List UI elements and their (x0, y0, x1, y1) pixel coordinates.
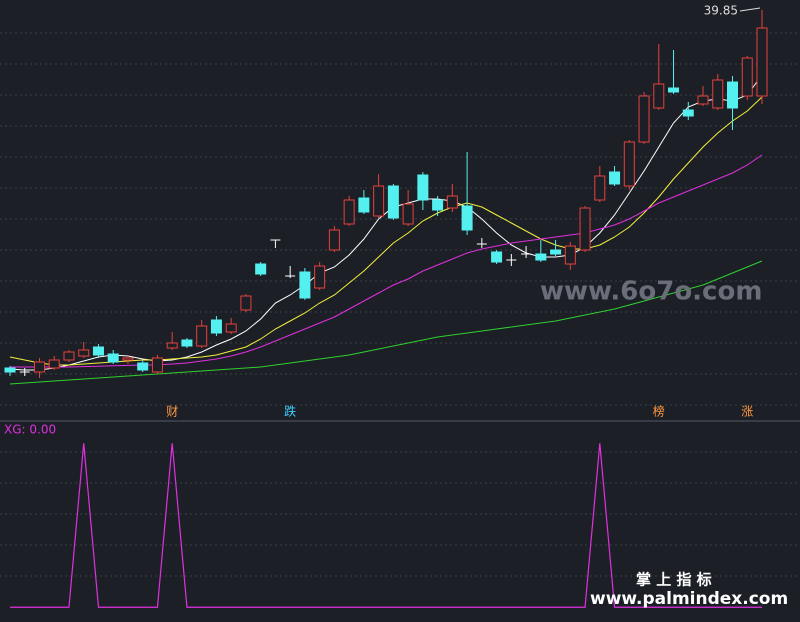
grid (0, 32, 800, 577)
candle-body (594, 175, 606, 201)
candle-body (358, 197, 370, 213)
candle-body (328, 229, 340, 251)
candle-body (122, 357, 134, 361)
candle-body (756, 27, 768, 97)
candle-body (107, 353, 119, 363)
candle-body (63, 351, 75, 361)
candle-body (727, 81, 739, 109)
candle-body (240, 295, 252, 311)
candle-body (225, 323, 237, 333)
candle-body (653, 83, 665, 109)
candle-body (92, 346, 104, 356)
candle-body (255, 263, 267, 275)
candle-body (387, 185, 399, 219)
candle-body (181, 339, 193, 347)
signal-label: 财 (166, 405, 178, 419)
candle-body (33, 361, 45, 373)
candle-body (638, 95, 650, 143)
candle-body (609, 171, 621, 185)
candle-body (166, 342, 178, 349)
candle-body (491, 251, 503, 263)
candle-body (741, 57, 753, 97)
candle-body (697, 95, 709, 105)
annotation-arrow (739, 7, 761, 12)
candle-body (402, 203, 414, 225)
candle-body (417, 174, 429, 201)
candle-body (535, 253, 547, 261)
indicator-line (10, 443, 762, 608)
candle-body (550, 249, 562, 255)
candle-body (682, 109, 694, 117)
candle-body (446, 195, 458, 209)
candle-body (4, 367, 16, 373)
candle-body (461, 205, 473, 231)
watermark: www.6o7o.com (540, 277, 762, 307)
moving-average (9, 74, 763, 371)
indicator-title: XG: 0.00 (4, 423, 56, 437)
candle-body (210, 319, 222, 334)
candle-body (564, 245, 576, 265)
signal-label: 跌 (284, 404, 296, 419)
candle-body (343, 199, 355, 225)
candle-body (299, 271, 311, 299)
signal-label: 榜 (653, 404, 665, 419)
candle-body (48, 359, 60, 369)
candle-body (196, 325, 208, 347)
moving-average (9, 96, 763, 366)
annotation: 39.85 (704, 4, 738, 18)
candle-body (712, 79, 724, 109)
moving-average (10, 154, 763, 368)
candle-body (78, 349, 90, 357)
candle-body (623, 141, 635, 187)
candle-body (579, 207, 591, 251)
watermark: www.palmindex.com (590, 589, 788, 609)
signal-label: 涨 (741, 404, 753, 419)
candle-body (137, 362, 149, 371)
candle-body (314, 265, 326, 289)
candle-body (151, 357, 163, 373)
watermark: 掌 上 指 标 (636, 571, 712, 589)
candle-body (668, 87, 680, 93)
candle-body (432, 199, 444, 211)
candle-body (373, 185, 385, 217)
moving-average (9, 260, 763, 385)
